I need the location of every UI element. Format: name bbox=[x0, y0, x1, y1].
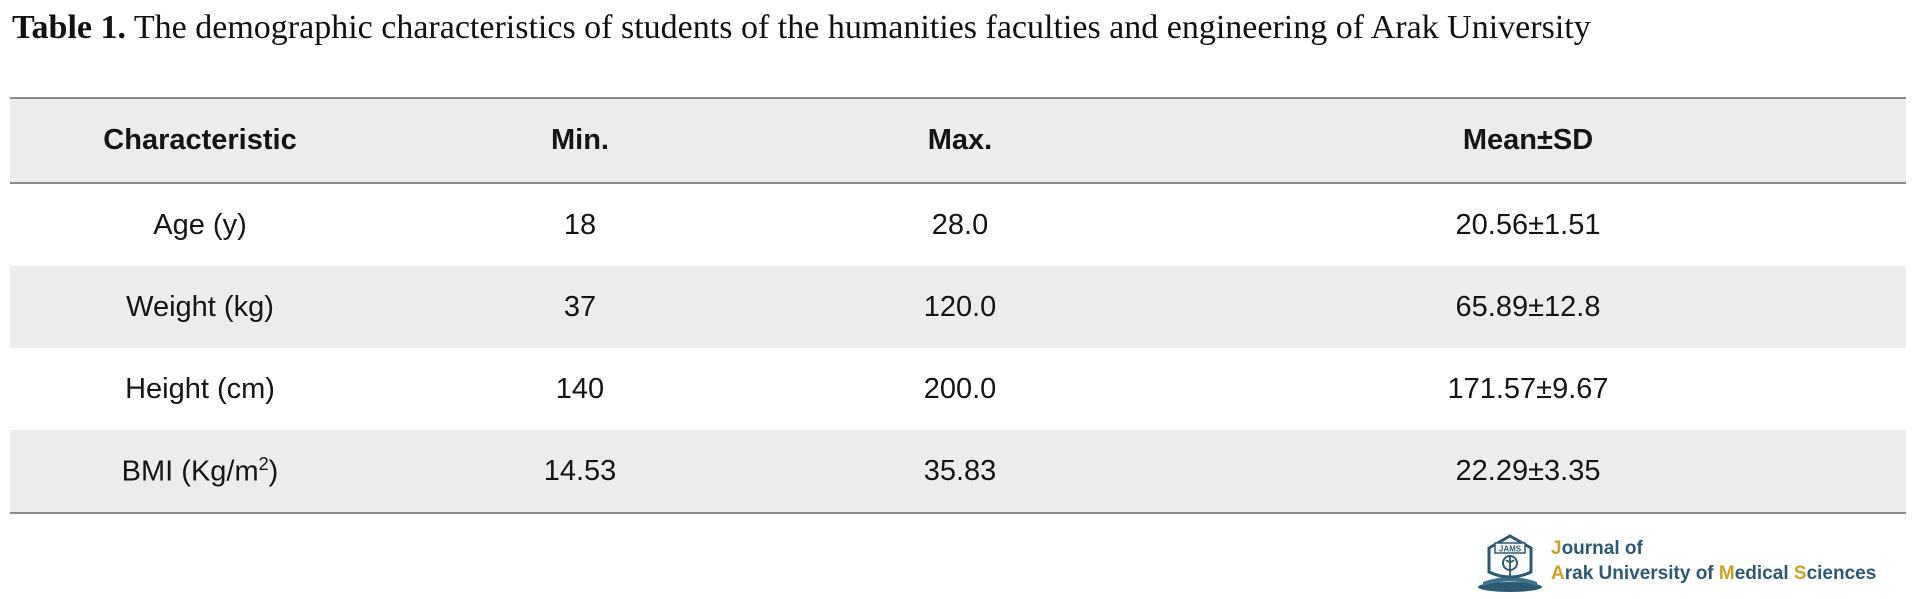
header-characteristic: Characteristic bbox=[103, 124, 297, 156]
cell-min: 18 bbox=[563, 208, 597, 241]
journal-name-line2: Arak University of Medical Sciences bbox=[1551, 561, 1876, 586]
table-row: BMI (Kg/m2) 14.53 35.83 22.29±3.35 bbox=[10, 430, 1906, 512]
cell-max: 35.83 bbox=[923, 454, 997, 487]
journal-initial-a: A bbox=[1551, 563, 1565, 584]
cell-min: 14.53 bbox=[543, 454, 617, 487]
header-mean-sd: Mean±SD bbox=[1462, 124, 1594, 156]
table-row: Height (cm) 140 200.0 171.57±9.67 bbox=[10, 348, 1906, 430]
table-row: Weight (kg) 37 120.0 65.89±12.8 bbox=[10, 266, 1906, 348]
cell-mean-sd: 20.56±1.51 bbox=[1455, 208, 1601, 241]
cell-characteristic-bmi: BMI (Kg/m2) bbox=[10, 454, 390, 489]
journal-line1-text: ournal of bbox=[1561, 538, 1643, 559]
journal-initial-s: S bbox=[1793, 563, 1807, 584]
table-caption: Table 1. The demographic characteristics… bbox=[12, 6, 1902, 50]
cell-min: 140 bbox=[555, 372, 605, 405]
journal-initial-m: M bbox=[1718, 563, 1735, 584]
cell-min: 37 bbox=[563, 290, 597, 323]
bmi-superscript: 2 bbox=[258, 453, 269, 474]
table-caption-label: Table 1. bbox=[12, 9, 127, 46]
cell-mean-sd: 65.89±12.8 bbox=[1455, 290, 1601, 323]
journal-name: Journal of Arak University of Medical Sc… bbox=[1551, 536, 1876, 586]
table-row: Age (y) 18 28.0 20.56±1.51 bbox=[10, 184, 1906, 266]
journal-line2-text-3: ciences bbox=[1806, 563, 1877, 584]
cell-characteristic: Age (y) bbox=[153, 208, 247, 241]
cell-max: 120.0 bbox=[923, 290, 997, 323]
journal-logo: JAMS Journal of Arak University of Medic… bbox=[1475, 530, 1915, 596]
cell-max: 28.0 bbox=[931, 208, 989, 241]
header-min: Min. bbox=[551, 124, 609, 156]
cell-characteristic: Weight (kg) bbox=[126, 290, 274, 323]
cell-characteristic: Height (cm) bbox=[125, 372, 275, 405]
journal-name-line1: Journal of bbox=[1551, 536, 1876, 561]
demographics-table: Characteristic Min. Max. Mean±SD Age (y)… bbox=[10, 97, 1906, 514]
bmi-label: BMI (Kg/m bbox=[121, 455, 259, 488]
journal-line2-text-1: rak University of bbox=[1564, 563, 1719, 584]
table-caption-text: The demographic characteristics of stude… bbox=[126, 9, 1591, 46]
emblem-text: JAMS bbox=[1499, 545, 1522, 554]
cell-mean-sd: 171.57±9.67 bbox=[1447, 372, 1609, 405]
cell-mean-sd: 22.29±3.35 bbox=[1455, 454, 1601, 487]
journal-initial-j: J bbox=[1551, 538, 1562, 559]
table-header-row: Characteristic Min. Max. Mean±SD bbox=[10, 99, 1906, 184]
journal-emblem-icon: JAMS bbox=[1478, 534, 1542, 592]
bmi-label-close: ) bbox=[268, 455, 279, 488]
cell-max: 200.0 bbox=[923, 372, 997, 405]
header-max: Max. bbox=[927, 124, 993, 156]
journal-line2-text-2: edical bbox=[1734, 563, 1794, 584]
